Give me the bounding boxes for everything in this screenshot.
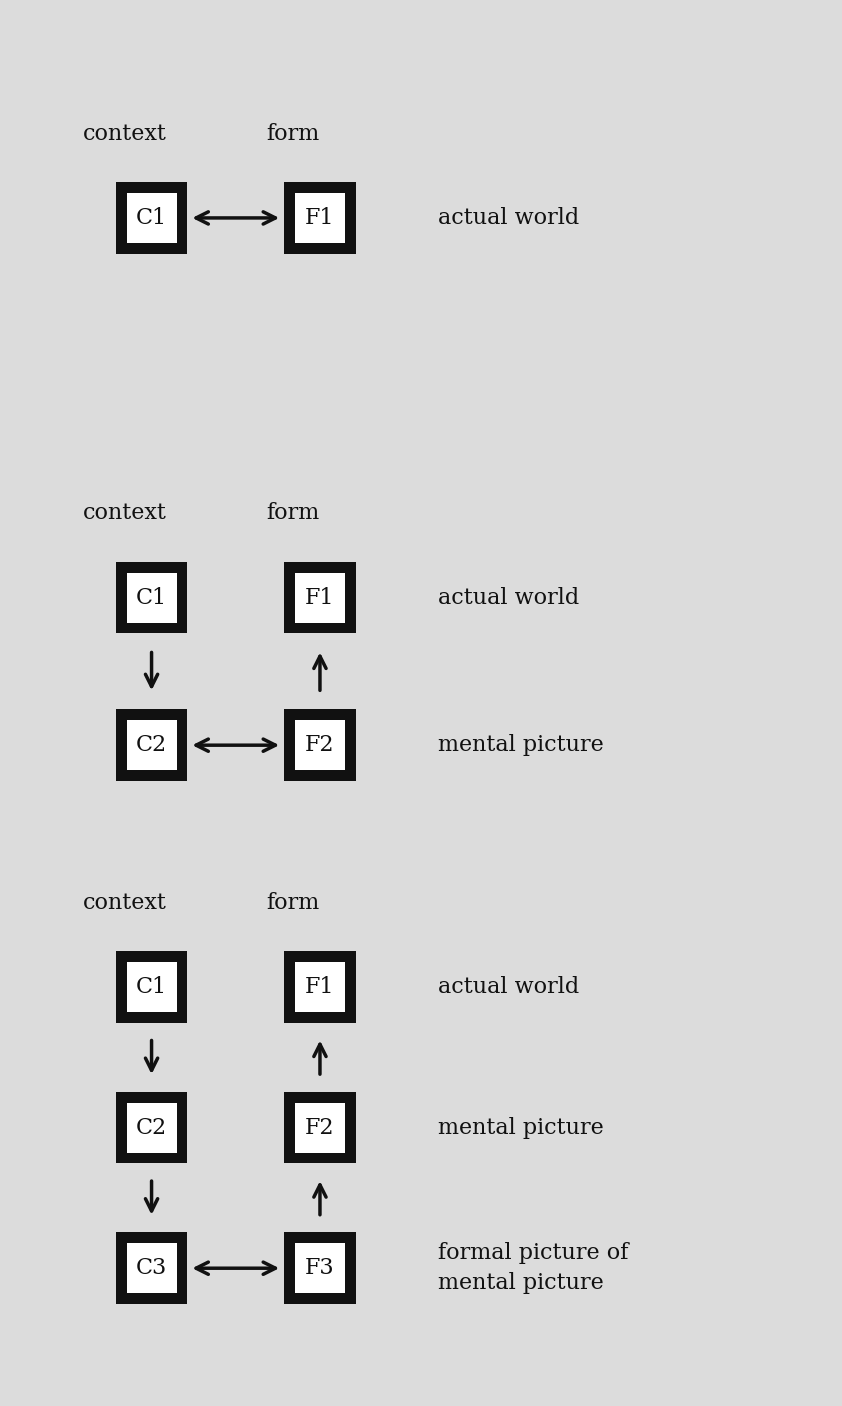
Bar [285, 1233, 356, 1303]
Bar [285, 1092, 356, 1163]
Bar [285, 562, 356, 633]
Bar [295, 193, 345, 243]
Bar [285, 952, 356, 1022]
Bar [295, 720, 345, 770]
Text: F3: F3 [305, 1257, 335, 1279]
Bar [295, 962, 345, 1012]
Text: C3: C3 [136, 1257, 168, 1279]
Text: mental picture: mental picture [438, 1116, 604, 1139]
Text: actual world: actual world [438, 207, 579, 229]
Text: context: context [83, 502, 167, 524]
Bar [115, 1233, 187, 1303]
Bar [115, 952, 187, 1022]
Text: F1: F1 [305, 586, 335, 609]
Bar [126, 962, 177, 1012]
Text: F1: F1 [305, 976, 335, 998]
Bar [115, 562, 187, 633]
Bar [115, 183, 187, 253]
Bar [126, 1243, 177, 1294]
Text: formal picture of
mental picture: formal picture of mental picture [438, 1241, 628, 1295]
Bar [285, 183, 356, 253]
Bar [126, 193, 177, 243]
Text: C1: C1 [136, 586, 167, 609]
Bar [115, 1092, 187, 1163]
Bar [285, 710, 356, 780]
Bar [126, 720, 177, 770]
Text: context: context [83, 122, 167, 145]
Text: context: context [83, 891, 167, 914]
Text: C1: C1 [136, 207, 167, 229]
Bar [295, 572, 345, 623]
Text: form: form [266, 502, 320, 524]
Text: mental picture: mental picture [438, 734, 604, 756]
Text: form: form [266, 891, 320, 914]
Text: F1: F1 [305, 207, 335, 229]
Bar [126, 1102, 177, 1153]
Text: C2: C2 [136, 734, 167, 756]
Text: actual world: actual world [438, 976, 579, 998]
Bar [295, 1102, 345, 1153]
Text: F2: F2 [305, 734, 335, 756]
Text: F2: F2 [305, 1116, 335, 1139]
Text: C2: C2 [136, 1116, 167, 1139]
Bar [126, 572, 177, 623]
Text: actual world: actual world [438, 586, 579, 609]
Bar [295, 1243, 345, 1294]
Text: form: form [266, 122, 320, 145]
Bar [115, 710, 187, 780]
Text: C1: C1 [136, 976, 167, 998]
